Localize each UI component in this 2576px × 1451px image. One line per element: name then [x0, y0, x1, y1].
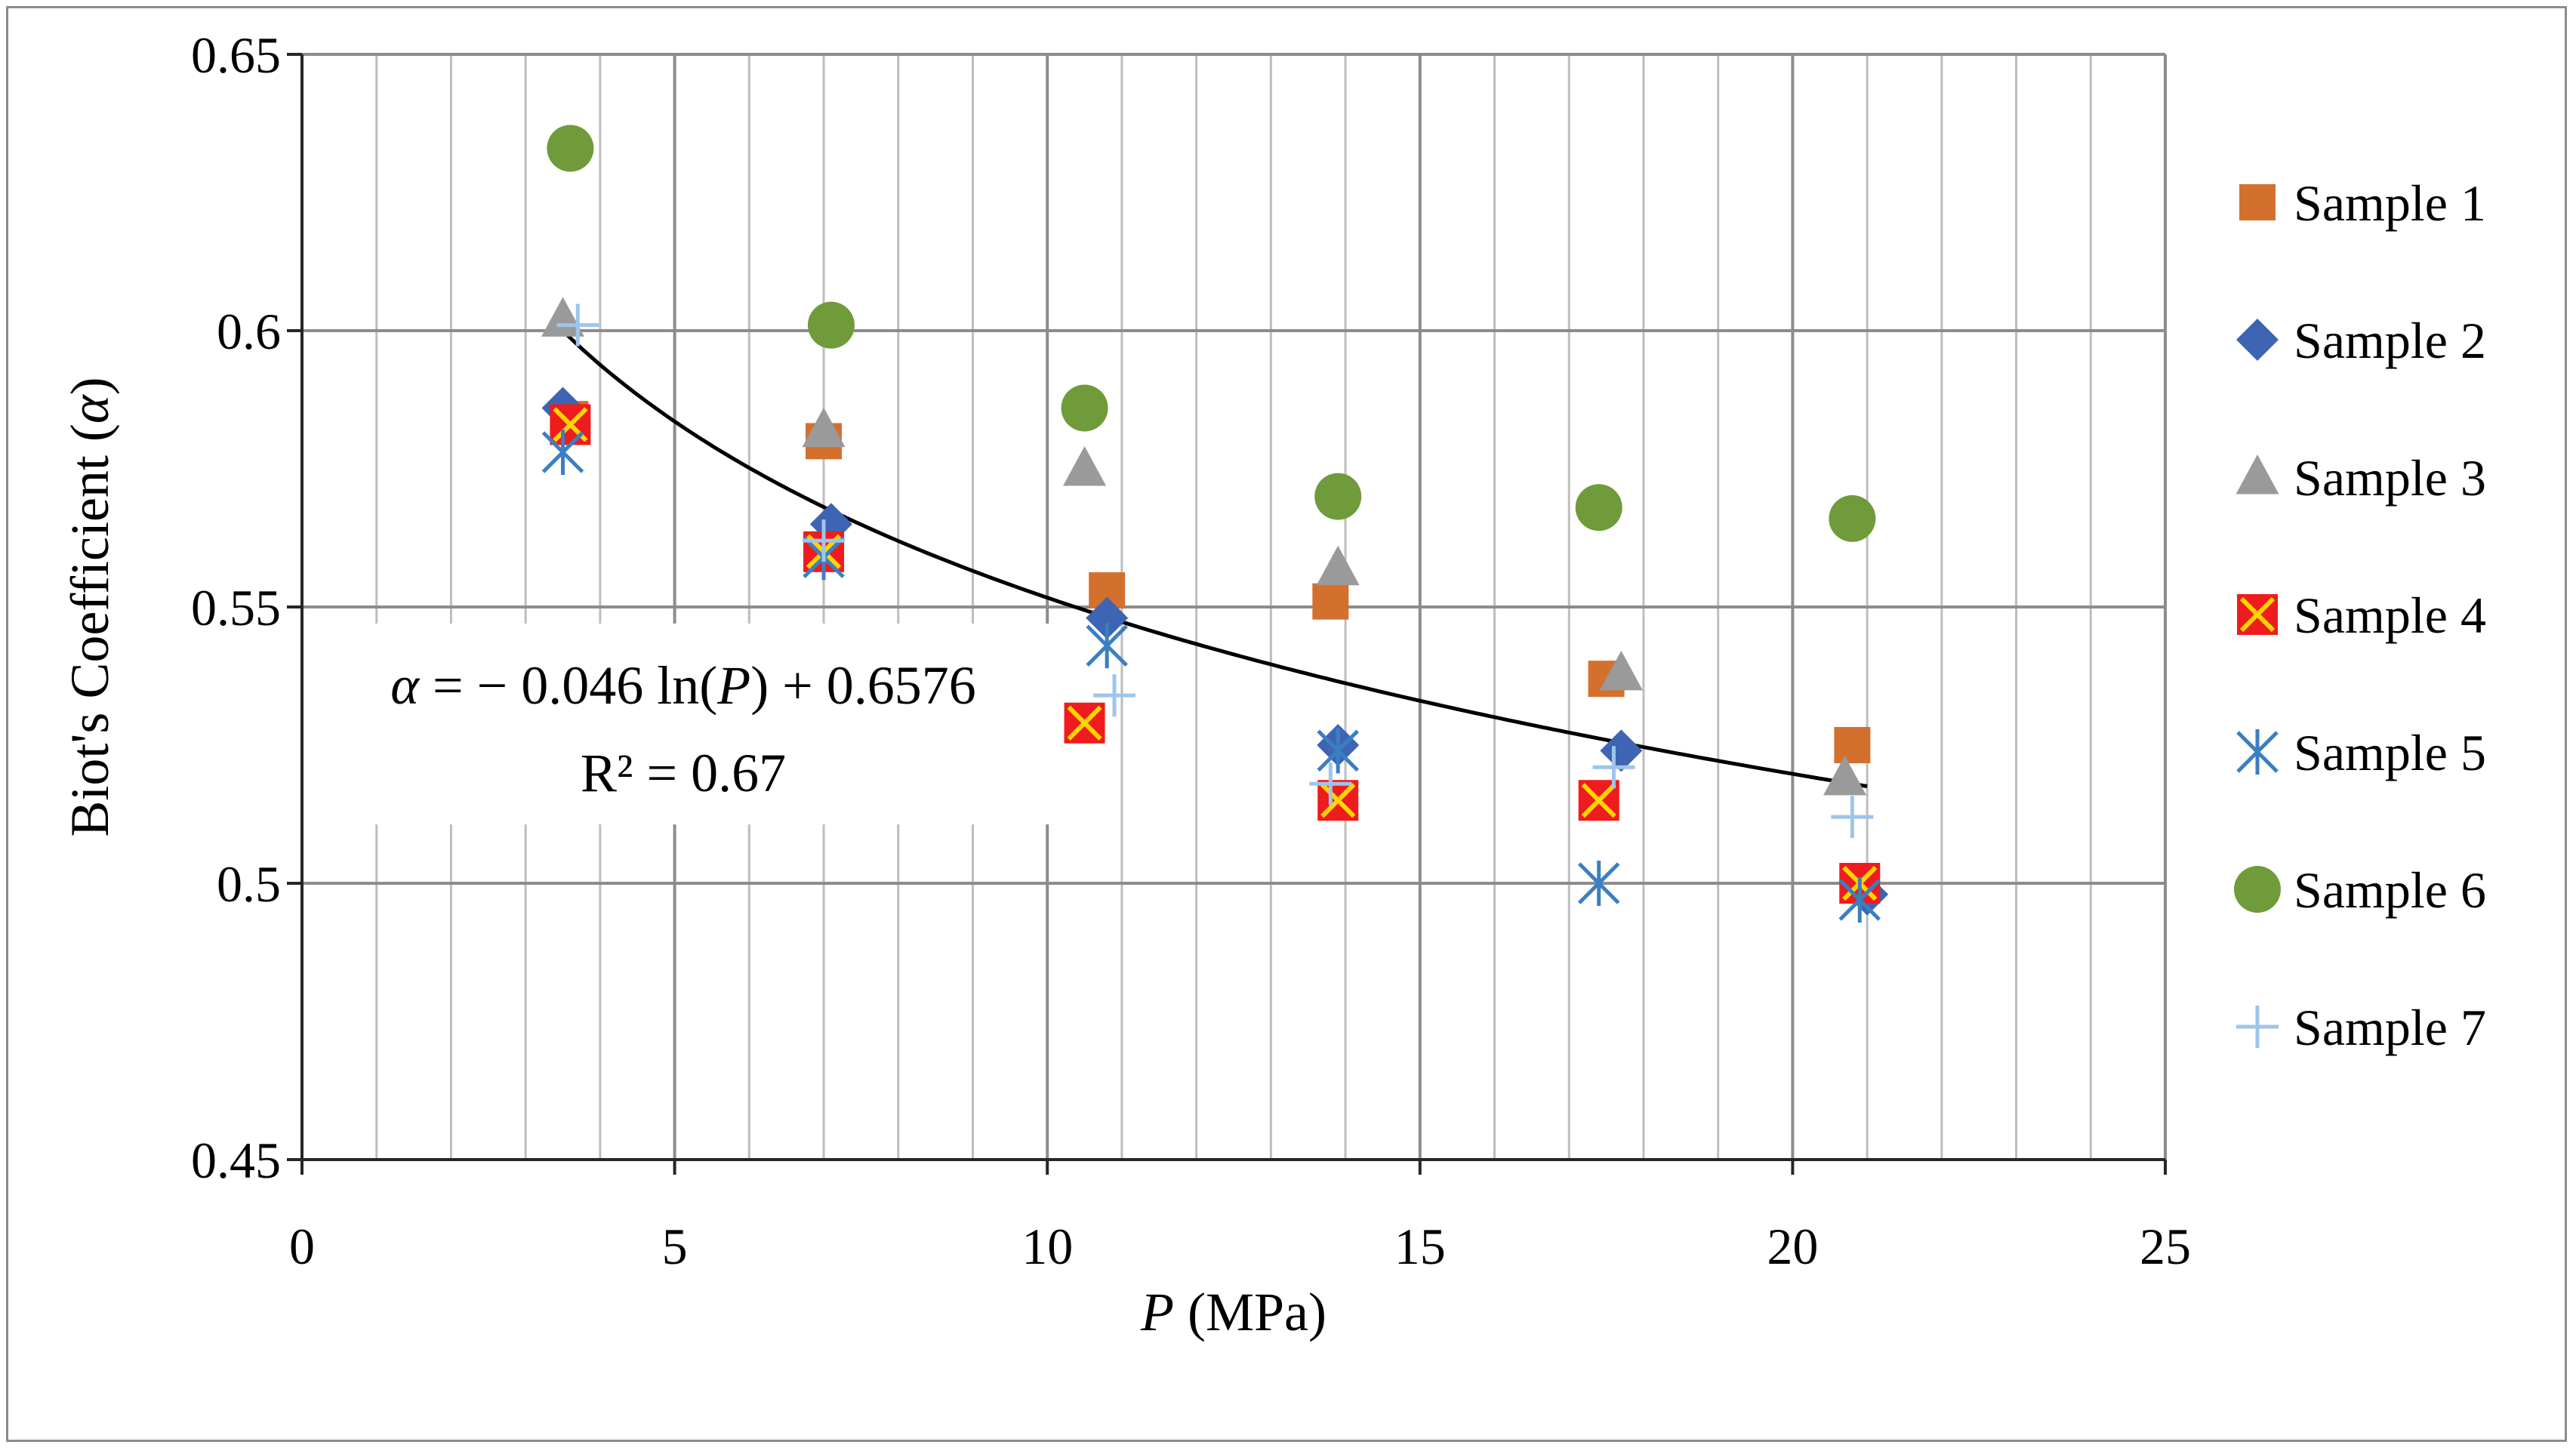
legend-label-sample-2: Sample 2 [2294, 312, 2486, 369]
equation-end: ) + 0.6576 [750, 655, 976, 716]
point-sample-4-cross-b [1581, 783, 1616, 818]
x-axis-title-unit: (MPa) [1174, 1282, 1327, 1342]
point-sample-7 [1093, 674, 1136, 717]
point-sample-6 [1575, 484, 1622, 531]
equation-alpha: α [390, 655, 420, 716]
x-tick-label: 0 [289, 1218, 315, 1275]
x-tick-label: 15 [1394, 1218, 1446, 1275]
legend-marker-sample-2 [2236, 319, 2279, 361]
legend-label-sample-1: Sample 1 [2294, 174, 2486, 232]
point-sample-1 [1312, 583, 1349, 620]
point-sample-7 [1309, 762, 1352, 806]
trendline-curve [561, 329, 1868, 788]
y-axis-title-main: Biot's Coefficient ( [60, 424, 120, 837]
y-tick-label: 0.65 [191, 26, 281, 84]
legend-marker-sample-4 [2237, 594, 2278, 635]
legend-marker-sample-7 [2236, 1006, 2279, 1048]
grid-layer [302, 53, 2167, 1160]
legend-item-sample-5: Sample 5 [2236, 724, 2486, 781]
point-sample-4 [1064, 702, 1105, 744]
y-axis-title-close: ) [60, 377, 120, 395]
point-sample-4-cross-b [1320, 783, 1356, 818]
point-sample-3 [1823, 755, 1867, 796]
legend-label-sample-7: Sample 7 [2294, 999, 2486, 1056]
point-sample-3 [1063, 446, 1107, 486]
x-tick-label: 5 [662, 1218, 688, 1275]
legend-label-sample-6: Sample 6 [2294, 861, 2486, 919]
legend-item-sample-1: Sample 1 [2239, 174, 2486, 232]
y-axis-title-symbol: α [60, 394, 120, 424]
legend-label-sample-5: Sample 5 [2294, 724, 2486, 781]
x-tick-label: 20 [1767, 1218, 1818, 1275]
point-sample-5 [541, 430, 584, 476]
point-sample-6 [1314, 473, 1362, 520]
point-sample-3 [1316, 545, 1360, 586]
equation-mid: = − 0.046 ln( [419, 655, 717, 716]
legend-marker-sample-1 [2239, 184, 2276, 220]
point-sample-7 [1592, 746, 1635, 789]
point-sample-5 [1577, 861, 1620, 906]
point-sample-2 [1086, 596, 1129, 639]
legend-marker-sample-6 [2234, 866, 2281, 913]
point-sample-1 [1834, 727, 1871, 763]
series-6 [547, 125, 1876, 542]
point-sample-7 [1831, 796, 1874, 839]
point-sample-6 [807, 301, 855, 349]
y-tick-label: 0.5 [217, 855, 281, 913]
y-tick-label: 0.45 [191, 1132, 281, 1189]
r-squared-label: R² = 0.67 [581, 743, 786, 803]
legend-item-sample-3: Sample 3 [2236, 449, 2486, 507]
point-sample-5 [1838, 876, 1881, 923]
x-tick-label: 25 [2140, 1218, 2191, 1275]
point-sample-4-cross-b [1067, 705, 1102, 741]
point-sample-3 [802, 407, 846, 448]
y-axis-title: Biot's Coefficient (α) [60, 377, 120, 836]
legend-item-sample-7: Sample 7 [2236, 999, 2486, 1056]
y-tick-label: 0.6 [217, 303, 281, 360]
equation-p: P [716, 655, 750, 716]
legend-item-sample-2: Sample 2 [2236, 312, 2486, 369]
point-sample-4-cross-b [553, 407, 588, 442]
point-sample-4 [550, 404, 591, 445]
legend-item-sample-6: Sample 6 [2234, 861, 2486, 919]
point-sample-6 [547, 125, 594, 172]
trend-layer [561, 329, 1868, 788]
point-sample-6 [1061, 384, 1108, 432]
series-7 [556, 303, 1874, 839]
point-sample-7 [556, 303, 599, 347]
point-sample-2 [1600, 729, 1643, 772]
legend-item-sample-4: Sample 4 [2237, 587, 2486, 644]
point-sample-5 [1317, 728, 1359, 774]
legend-label-sample-4: Sample 4 [2294, 587, 2486, 644]
point-sample-5 [1086, 623, 1128, 669]
legend-marker-sample-3 [2236, 454, 2279, 494]
equation-block: α = − 0.046 ln(P) + 0.6576 R² = 0.67 [325, 624, 1072, 824]
legend: Sample 1 Sample 2 Sample 3 Sample 4 Sample 5… [2234, 174, 2486, 1056]
x-axis-title: P (MPa) [1140, 1282, 1327, 1342]
x-tick-label: 10 [1021, 1218, 1073, 1275]
x-axis-title-symbol: P [1140, 1282, 1174, 1342]
equation-background [325, 624, 1072, 824]
trendline-equation: α = − 0.046 ln(P) + 0.6576 [390, 655, 976, 716]
legend-marker-sample-4-cross-b [2239, 596, 2276, 633]
point-sample-6 [1829, 494, 1876, 542]
y-tick-label: 0.55 [191, 579, 281, 636]
axis-layer: 0 5 10 15 20 25 0.45 0.5 0.55 0.6 0.65 [191, 26, 2191, 1275]
legend-marker-sample-5 [2236, 729, 2279, 775]
series-5 [541, 430, 1881, 923]
marker-layer [541, 125, 1889, 923]
point-sample-4 [1317, 780, 1359, 821]
point-sample-3 [1599, 650, 1643, 691]
point-sample-7 [803, 519, 846, 562]
legend-label-sample-3: Sample 3 [2294, 449, 2486, 507]
